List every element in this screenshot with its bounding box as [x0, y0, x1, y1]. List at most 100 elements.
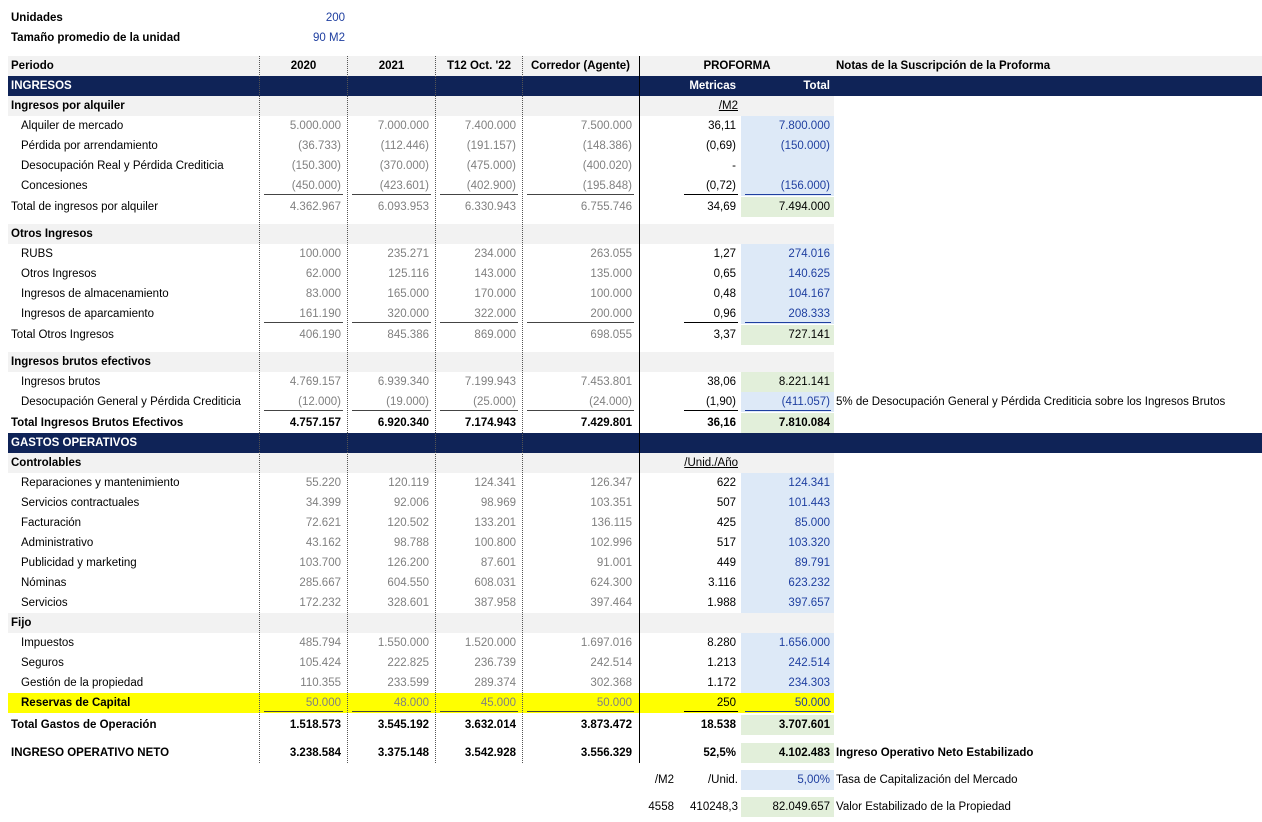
- metric-cell: 1,27: [713, 248, 736, 260]
- metric-cell: 52,5%: [703, 747, 736, 759]
- value-cell: 3.556.329: [580, 747, 632, 759]
- value-cell: 7.500.000: [580, 120, 632, 132]
- metric-cell: 0,65: [713, 268, 736, 280]
- value-cell: 302.368: [590, 677, 632, 689]
- value-cell: 7.400.000: [464, 120, 516, 132]
- value-cell: 234.000: [474, 248, 516, 260]
- metric-unit: /M2: [718, 100, 738, 112]
- notes-header: Notas de la Suscripción de la Proforma: [836, 60, 1051, 72]
- total-cell: 104.167: [741, 284, 834, 304]
- metric-cell: 3.116: [708, 577, 736, 589]
- value-cell: 34.399: [305, 497, 341, 509]
- value-cell: 3.632.014: [464, 719, 516, 731]
- underline: [745, 322, 831, 323]
- total-cell: 101.443: [741, 493, 834, 513]
- value-cell: 7.429.801: [580, 417, 632, 429]
- value-cell: 105.424: [299, 657, 341, 669]
- metric-cell: 517: [716, 537, 736, 549]
- underline: [684, 711, 738, 712]
- row-label: Servicios contractuales: [21, 497, 140, 509]
- value-cell: (25.000): [473, 396, 516, 408]
- value-cell: 7.174.943: [464, 417, 516, 429]
- value-cell: 3.542.928: [464, 747, 516, 759]
- value-cell: 48.000: [393, 697, 429, 709]
- value-cell: 397.464: [590, 597, 632, 609]
- row-label: Total Ingresos Brutos Efectivos: [11, 417, 184, 429]
- value-cell: 3.873.472: [580, 719, 632, 731]
- summary-label: Unidades: [11, 12, 63, 24]
- value-cell: 604.550: [387, 577, 429, 589]
- value-cell: 1.697.016: [580, 637, 632, 649]
- value-cell: 170.000: [474, 288, 516, 300]
- column-divider: [259, 56, 260, 763]
- value-cell: 100.800: [474, 537, 516, 549]
- value-cell: 233.599: [387, 677, 429, 689]
- row-label: Administrativo: [21, 537, 94, 549]
- metric-cell: 34,69: [707, 201, 736, 213]
- value-cell: 72.621: [305, 517, 341, 529]
- underline: [684, 322, 738, 323]
- value-cell: 136.115: [591, 517, 632, 529]
- value-cell: 133.201: [474, 517, 516, 529]
- note: Ingreso Operativo Neto Estabilizado: [836, 747, 1034, 759]
- row-label: Impuestos: [21, 637, 75, 649]
- row-label: Reservas de Capital: [21, 697, 131, 709]
- value-cell: 485.794: [299, 637, 341, 649]
- row-label: Total de ingresos por alquiler: [11, 201, 159, 213]
- metric-unit: /Unid./Año: [684, 457, 738, 469]
- value-cell: 406.190: [299, 329, 341, 341]
- value-cell: 98.969: [480, 497, 516, 509]
- value-cell: 98.788: [393, 537, 429, 549]
- group-band: [8, 224, 834, 244]
- row-label: RUBS: [21, 248, 53, 260]
- value-cell: 172.232: [299, 597, 341, 609]
- metric-cell: 250: [716, 697, 736, 709]
- underline: [684, 194, 738, 195]
- group-band: [8, 352, 834, 372]
- row-label: Desocupación Real y Pérdida Crediticia: [21, 160, 224, 172]
- total-cell: 7.494.000: [741, 197, 834, 217]
- underline: [352, 410, 431, 411]
- value-cell: 3.238.584: [289, 747, 341, 759]
- metric-cell: 449: [716, 557, 736, 569]
- value-cell: 103.351: [590, 497, 632, 509]
- value-cell: 845.386: [387, 329, 429, 341]
- metric-cell: 622: [716, 477, 736, 489]
- value-cell: 3.545.192: [377, 719, 429, 731]
- metric-cell: 507: [716, 497, 736, 509]
- column-header: 2021: [378, 60, 405, 72]
- total-header: Total: [803, 80, 830, 92]
- row-label: Facturación: [21, 517, 82, 529]
- value-cell: 1.520.000: [464, 637, 516, 649]
- total-cell: (411.057): [741, 392, 834, 412]
- valuation-cell: /M2: [654, 774, 674, 786]
- group-band: [8, 96, 834, 116]
- note: 5% de Desocupación General y Pérdida Cre…: [836, 396, 1226, 408]
- metric-cell: (0,72): [705, 180, 736, 192]
- value-cell: 120.502: [387, 517, 429, 529]
- value-cell: 6.755.746: [580, 201, 632, 213]
- header-band: [8, 56, 1262, 76]
- underline: [352, 194, 431, 195]
- value-cell: 608.031: [474, 577, 516, 589]
- total-cell: 124.341: [741, 473, 834, 493]
- value-cell: (400.020): [582, 160, 632, 172]
- total-cell: 1.656.000: [741, 633, 834, 653]
- total-cell: 50.000: [794, 697, 830, 709]
- value-cell: (150.300): [291, 160, 341, 172]
- total-cell: 140.625: [741, 264, 834, 284]
- value-cell: 328.601: [387, 597, 429, 609]
- group-band: [8, 613, 834, 633]
- underline: [264, 194, 343, 195]
- underline: [745, 194, 831, 195]
- value-cell: 4.769.157: [289, 376, 341, 388]
- value-cell: 235.271: [387, 248, 429, 260]
- value-cell: 5.000.000: [289, 120, 341, 132]
- value-cell: 100.000: [590, 288, 632, 300]
- value-cell: 62.000: [305, 268, 341, 280]
- value-cell: (423.601): [379, 180, 429, 192]
- row-label: Total Gastos de Operación: [11, 719, 157, 731]
- proforma-header: PROFORMA: [703, 60, 771, 72]
- summary-value: 200: [325, 12, 345, 24]
